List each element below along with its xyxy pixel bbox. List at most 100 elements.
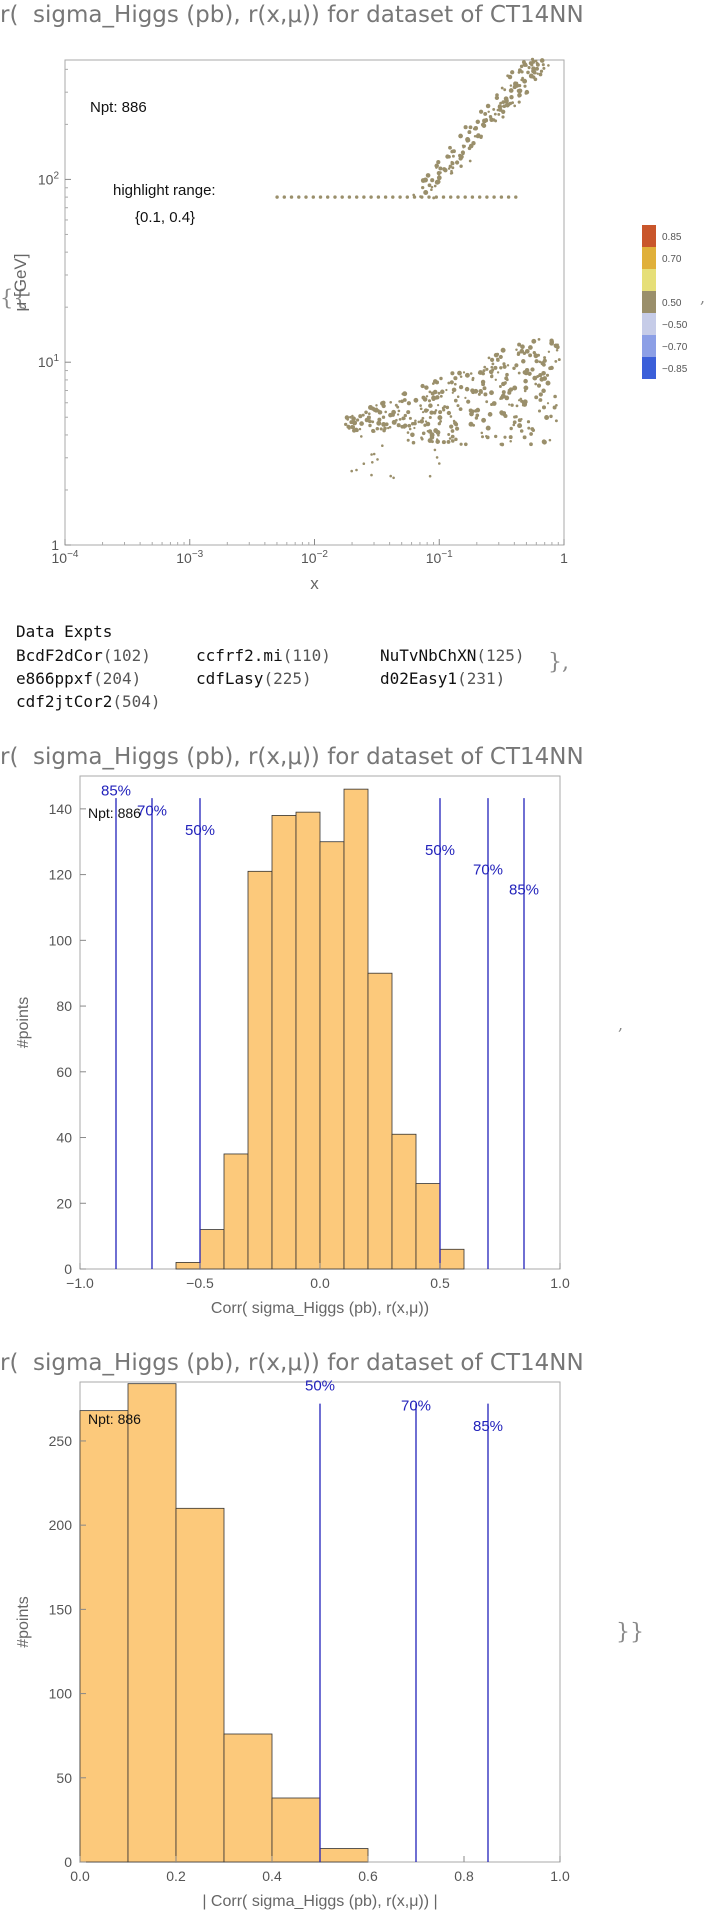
scatter-point	[410, 422, 415, 426]
scatter-point	[450, 169, 453, 173]
y-tick-label: 0	[64, 1854, 72, 1870]
scatter-point	[408, 427, 412, 431]
x-tick-label: 0.8	[454, 1868, 474, 1884]
scatter-point	[505, 98, 509, 103]
scatter-point	[468, 159, 472, 163]
scatter-point	[371, 420, 375, 424]
scatter-point	[360, 435, 363, 438]
histogram-bar	[319, 1848, 369, 1863]
scatter-point	[396, 413, 400, 416]
scatter-point	[480, 431, 484, 435]
legend-swatch	[642, 313, 656, 335]
scatter-point	[364, 410, 368, 415]
scatter-point	[395, 418, 398, 422]
scatter-point	[483, 392, 488, 397]
scatter-point	[534, 359, 539, 364]
scatter-point	[520, 399, 524, 403]
scatter-point	[436, 171, 441, 176]
scatter-point	[419, 407, 423, 411]
scatter-point	[449, 424, 454, 429]
scatter-point	[455, 426, 460, 431]
scatter-point	[355, 195, 359, 199]
scatter-point	[392, 476, 395, 480]
scatter-point	[410, 432, 415, 438]
scatter-point	[529, 432, 533, 436]
scatter-point	[555, 345, 560, 350]
scatter-point	[547, 350, 551, 353]
scatter-point	[450, 429, 455, 433]
y-tick-label: 20	[56, 1195, 72, 1211]
scatter-point	[512, 385, 518, 391]
scatter-point	[549, 365, 554, 371]
scatter-point	[554, 359, 558, 363]
scatter-point	[501, 115, 505, 119]
scatter-point	[512, 423, 516, 427]
scatter-point	[384, 410, 387, 414]
y-axis-label: #points	[15, 1596, 32, 1648]
histogram-bar	[415, 1183, 441, 1270]
legend-swatch	[642, 335, 656, 357]
scatter-point	[519, 64, 524, 69]
scatter-point	[439, 376, 443, 381]
scatter-point	[536, 383, 542, 388]
scatter-point	[451, 166, 455, 170]
scatter-point	[513, 81, 518, 86]
dataset-item: cdf2jtCor2(504)	[16, 692, 161, 711]
scatter-point	[361, 413, 365, 417]
scatter-point	[517, 399, 521, 402]
scatter-point	[377, 410, 383, 415]
scatter-point	[542, 358, 547, 363]
histogram-bar	[223, 1153, 249, 1270]
reference-line-label: 85%	[509, 881, 539, 898]
scatter-point	[499, 366, 503, 370]
scatter-point	[456, 404, 460, 408]
scatter-point	[450, 371, 455, 376]
scatter-point	[491, 368, 495, 372]
scatter-point	[449, 172, 453, 175]
scatter-point	[536, 353, 541, 357]
scatter-point	[413, 397, 419, 403]
scatter-point	[450, 439, 454, 442]
x-axis-label: Corr( sigma_Higgs (pb), r(x,μ))	[211, 1300, 429, 1317]
dataset-list: Data Expts BcdF2dCor(102) ccfrf2.mi(110)…	[16, 622, 576, 722]
scatter-point	[449, 415, 453, 418]
scatter-point	[437, 433, 440, 437]
scatter-point	[485, 367, 489, 371]
scatter-point	[545, 373, 550, 377]
scatter-point	[432, 196, 436, 200]
scatter-point	[527, 426, 531, 430]
scatter-point	[445, 154, 450, 159]
scatter-point	[523, 84, 527, 88]
scatter-point	[544, 415, 550, 420]
scatter-point	[435, 395, 440, 400]
scatter-point	[506, 364, 510, 367]
scatter-point	[509, 426, 513, 431]
scatter-point	[398, 195, 402, 199]
histogram-bar	[223, 1733, 273, 1863]
scatter-point	[479, 134, 483, 138]
scatter-point	[508, 435, 512, 439]
scatter-point	[434, 380, 440, 385]
scatter-point	[468, 408, 473, 413]
scatter-point	[419, 404, 422, 407]
scatter-point	[489, 390, 494, 396]
scatter-point	[433, 448, 437, 452]
scatter-point	[474, 416, 479, 420]
scatter-point	[470, 195, 475, 199]
scatter-point	[496, 108, 500, 112]
scatter-point	[534, 59, 538, 63]
scatter-point	[516, 351, 521, 355]
legend-label: −0.85	[662, 364, 688, 375]
scatter-point	[549, 340, 554, 346]
scatter-point	[476, 133, 481, 138]
scatter-point	[362, 195, 366, 199]
scatter-point	[443, 168, 448, 173]
scatter-point	[533, 353, 539, 359]
scatter-point	[428, 438, 432, 441]
abs-histogram-title: r( sigma_Higgs (pb), r(x,μ)) for dataset…	[0, 1350, 584, 1376]
scatter-point	[433, 184, 437, 188]
scatter-point	[459, 155, 463, 159]
scatter-chart-title: r( sigma_Higgs (pb), r(x,μ)) for dataset…	[0, 2, 584, 28]
scatter-point	[493, 365, 498, 370]
scatter-point	[507, 390, 512, 395]
